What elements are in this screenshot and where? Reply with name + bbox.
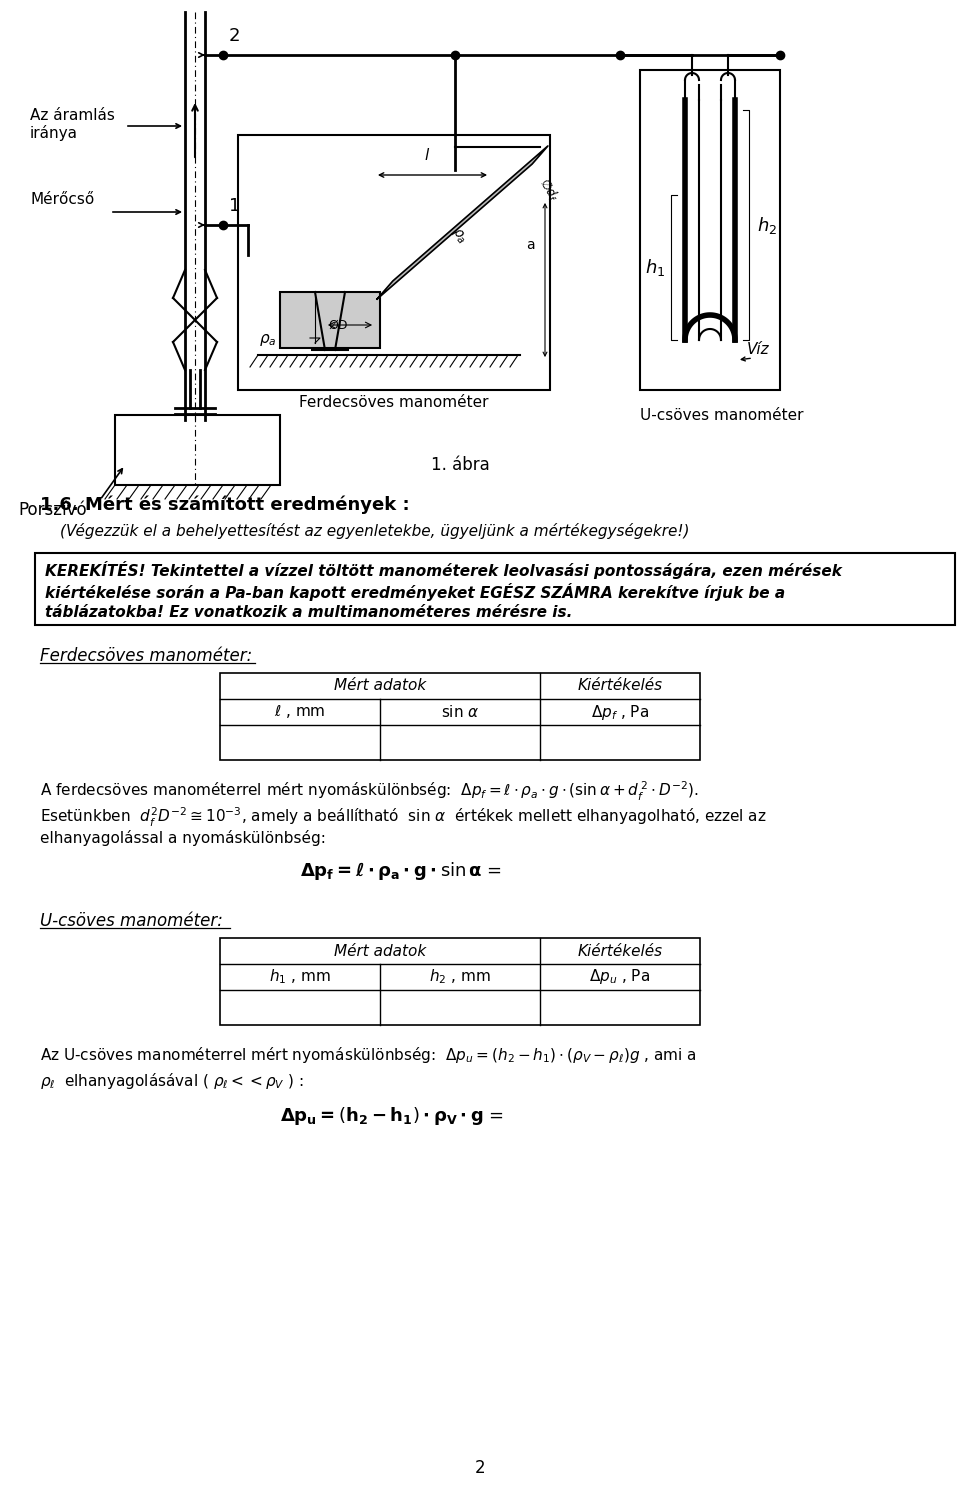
Text: $\mathbf{\Delta p_f = \ell \cdot \rho_a \cdot g \cdot \sin\alpha}$ =: $\mathbf{\Delta p_f = \ell \cdot \rho_a … — [300, 861, 502, 881]
Text: $\Delta p_u$ , Pa: $\Delta p_u$ , Pa — [589, 968, 651, 986]
Bar — [640, 70, 780, 390]
Bar — [220, 938, 700, 1025]
Text: $\emptyset d_f$: $\emptyset d_f$ — [535, 175, 562, 205]
Text: U-csöves manométer:: U-csöves manométer: — [40, 911, 223, 929]
Text: Mért adatok: Mért adatok — [334, 678, 426, 693]
Bar — [115, 415, 280, 486]
Text: Kiértékelés: Kiértékelés — [577, 678, 662, 693]
Bar — [220, 672, 700, 760]
Text: Ferdecsöves manométer:: Ferdecsöves manométer: — [40, 647, 252, 665]
Text: $\rho_a$: $\rho_a$ — [448, 226, 469, 247]
Bar — [35, 553, 955, 624]
Text: (Végezzük el a behelyettesítést az egyenletekbe, ügyeljünk a mértékegységekre!): (Végezzük el a behelyettesítést az egyen… — [60, 523, 689, 539]
Text: $\Delta p_f$ , Pa: $\Delta p_f$ , Pa — [591, 702, 649, 722]
Text: $\rho_\ell$  elhanyagolásával ( $\rho_\ell << \rho_V$ ) :: $\rho_\ell$ elhanyagolásával ( $\rho_\el… — [40, 1071, 303, 1091]
Text: táblázatokba! Ez vonatkozik a multimanométeres mérésre is.: táblázatokba! Ez vonatkozik a multimanom… — [45, 605, 572, 620]
Text: U-csöves manométer: U-csöves manométer — [640, 408, 804, 423]
Text: elhanyagolással a nyomáskülönbség:: elhanyagolással a nyomáskülönbség: — [40, 831, 325, 846]
Polygon shape — [377, 146, 548, 299]
Text: Az áramlás: Az áramlás — [30, 108, 115, 123]
Text: Az U-csöves manométerrel mért nyomáskülönbség:  $\Delta p_u = \left(h_2 - h_1\ri: Az U-csöves manométerrel mért nyomáskülö… — [40, 1044, 697, 1065]
Text: 1: 1 — [229, 197, 240, 215]
Text: kiértékelése során a Pa-ban kapott eredményeket EGÉSZ SZÁMRA kerekítve írjuk be : kiértékelése során a Pa-ban kapott eredm… — [45, 583, 785, 601]
Text: $h_1$: $h_1$ — [645, 257, 665, 278]
Text: 1. ábra: 1. ábra — [431, 456, 490, 474]
Text: Kiértékelés: Kiértékelés — [577, 944, 662, 959]
Text: Mérőcső: Mérőcső — [30, 193, 94, 208]
Bar — [280, 291, 380, 348]
Text: $\sin\,\alpha$: $\sin\,\alpha$ — [441, 704, 479, 720]
Bar — [238, 134, 550, 390]
Text: $h_2$ , mm: $h_2$ , mm — [429, 968, 491, 986]
Text: $\mathbf{\Delta p_u = \left(h_2 - h_1\right) \cdot \rho_V \cdot g}$ =: $\mathbf{\Delta p_u = \left(h_2 - h_1\ri… — [280, 1106, 504, 1126]
Text: 1.6. Mért és számított eredmények :: 1.6. Mért és számított eredmények : — [40, 495, 410, 514]
Text: $\rho_a$: $\rho_a$ — [259, 332, 276, 348]
Text: Mért adatok: Mért adatok — [334, 944, 426, 959]
Text: $\ell$ , mm: $\ell$ , mm — [275, 704, 325, 720]
Text: Porszívó: Porszívó — [18, 500, 86, 518]
Text: Ferdecsöves manométer: Ferdecsöves manométer — [300, 394, 489, 409]
Text: $h_1$ , mm: $h_1$ , mm — [269, 968, 331, 986]
Text: 2: 2 — [474, 1460, 486, 1478]
Text: l: l — [425, 148, 429, 163]
Text: 2: 2 — [229, 27, 241, 45]
Text: A ferdecsöves manométerrel mért nyomáskülönbség:  $\Delta p_f = \ell \cdot \rho_: A ferdecsöves manométerrel mért nyomáskü… — [40, 780, 699, 804]
Text: $h_2$: $h_2$ — [756, 215, 777, 236]
Text: Víz: Víz — [747, 342, 770, 357]
Text: iránya: iránya — [30, 125, 78, 140]
Text: a: a — [526, 238, 535, 252]
Text: KEREKÍTÉS! Tekintettel a vízzel töltött manométerek leolvasási pontosságára, eze: KEREKÍTÉS! Tekintettel a vízzel töltött … — [45, 562, 842, 580]
Text: Esetünkben  $d_f^2 D^{-2} \cong 10^{-3}$, amely a beállítható  $\sin\,\alpha$  é: Esetünkben $d_f^2 D^{-2} \cong 10^{-3}$,… — [40, 805, 767, 829]
Text: ØD: ØD — [328, 318, 348, 332]
